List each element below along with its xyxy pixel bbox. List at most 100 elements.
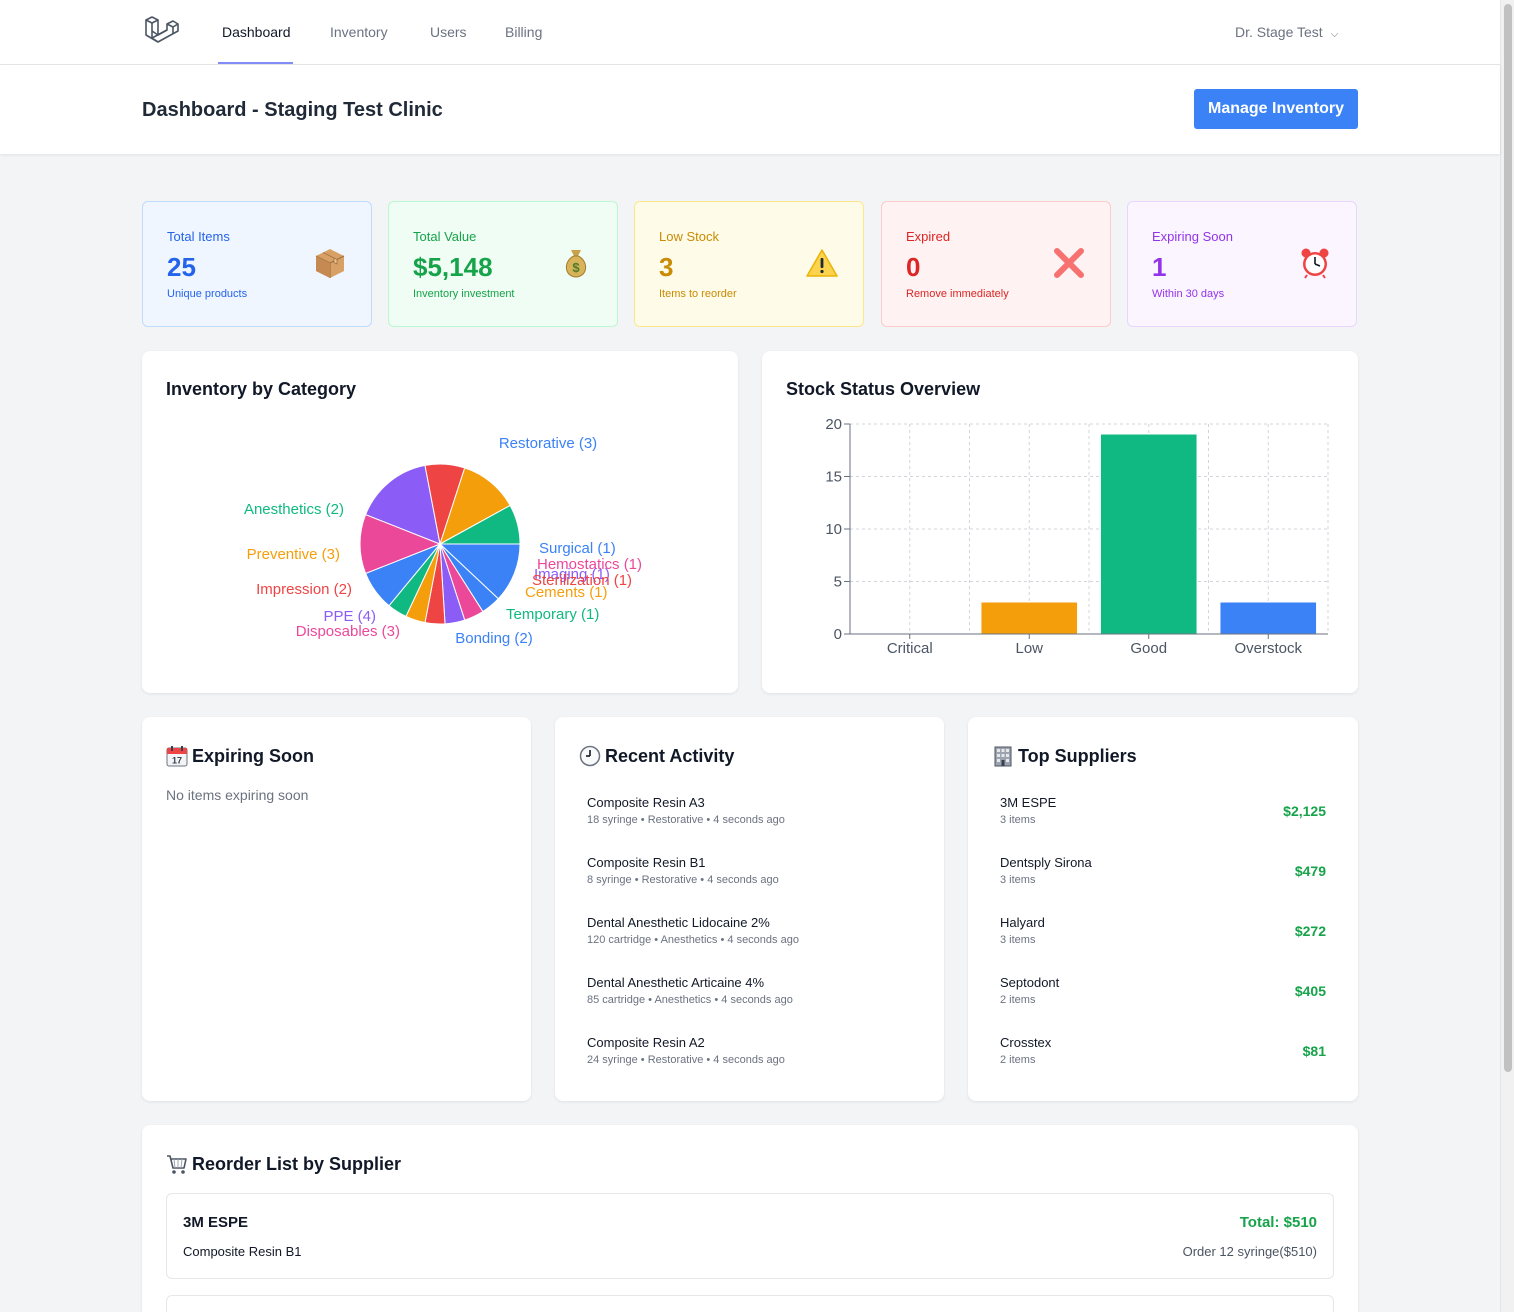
supplier-item-count: 2 items: [1000, 1054, 1036, 1066]
top-suppliers-panel: Top Suppliers 3M ESPE 3 items $2,125 Dentsp…: [968, 717, 1358, 1101]
user-menu[interactable]: Dr. Stage Test ⌵: [1235, 0, 1338, 64]
bar-good[interactable]: [1100, 434, 1197, 635]
page-header: Dashboard - Staging Test Clinic Manage I…: [0, 65, 1500, 154]
supplier-item: 3M ESPE 3 items: [1000, 795, 1056, 826]
stat-subtext: Items to reorder: [659, 288, 737, 300]
reorder-group: 3M ESPE Total: $510 Composite Resin B1 O…: [166, 1193, 1334, 1279]
supplier-item: Halyard 3 items: [1000, 915, 1045, 946]
stat-label: Expired: [906, 229, 951, 244]
bar-low[interactable]: [981, 602, 1078, 635]
top-navigation: Dashboard Inventory Users Billing Dr. St…: [0, 0, 1500, 65]
chevron-down-icon: ⌵: [1330, 29, 1339, 40]
cross-mark-icon: [1052, 246, 1086, 280]
y-tick-label: 0: [834, 626, 842, 643]
stat-value: 25: [167, 252, 196, 282]
scrollbar-thumb[interactable]: [1504, 4, 1512, 1072]
reorder-title: Reorder List by Supplier: [192, 1153, 402, 1174]
category-pie-chart: Restorative (3) Surgical (1)Hemostatics (…: [244, 435, 642, 647]
svg-text:$: $: [572, 260, 580, 275]
shopping-cart-icon: [167, 1155, 187, 1174]
bar-overstock[interactable]: [1220, 602, 1317, 635]
supplier-item-count: 2 items: [1000, 994, 1036, 1006]
empty-state-text: No items expiring soon: [166, 787, 309, 803]
pie-slice-label: Cements (1): [525, 584, 608, 601]
stat-card-expired: Expired 0 Remove immediately: [881, 201, 1111, 327]
nav-active-indicator: [218, 62, 293, 64]
reorder-group: [166, 1295, 1334, 1312]
reorder-supplier-name: 3M ESPE: [183, 1214, 249, 1231]
activity-item-meta: 18 syringe • Restorative • 4 seconds ago: [587, 814, 785, 826]
stat-card-expiring-soon: Expiring Soon 1 Within 30 days: [1127, 201, 1357, 327]
supplier-amount: $272: [1294, 923, 1326, 939]
supplier-name: Septodont: [1000, 975, 1060, 990]
inventory-by-category-panel: Inventory by Category Restorative (3) Sur…: [142, 351, 738, 693]
activity-item-name: Dental Anesthetic Articaine 4%: [587, 975, 765, 990]
activity-title: Recent Activity: [605, 745, 735, 766]
supplier-name: Dentsply Sirona: [1000, 855, 1092, 870]
activity-item-meta: 120 cartridge • Anesthetics • 4 seconds …: [587, 934, 799, 946]
pie-slice-label: Anesthetics (2): [244, 501, 344, 518]
stat-value: $5,148: [413, 252, 493, 282]
stat-value: 3: [659, 252, 674, 282]
nav-billing[interactable]: Billing: [505, 24, 543, 40]
laravel-logo-icon[interactable]: [143, 14, 179, 50]
stat-value: 1: [1152, 252, 1167, 282]
pie-slice-label: Impression (2): [256, 581, 352, 598]
stat-card-total-items: Total Items 25 Unique products: [142, 201, 372, 327]
pie-slice[interactable]: [438, 543, 521, 600]
pie-slice-label: Surgical (1): [539, 540, 616, 557]
activity-item: Dental Anesthetic Lidocaine 2% 120 cartri…: [587, 915, 799, 946]
panel-title: Inventory by Category: [166, 379, 357, 399]
x-tick-label: Low: [1015, 640, 1043, 657]
supplier-item: Crosstex 2 items: [1000, 1035, 1051, 1066]
nav-users[interactable]: Users: [430, 24, 467, 40]
supplier-amount: $81: [1302, 1043, 1326, 1059]
activity-item: Composite Resin B1 8 syringe • Restorativ…: [587, 855, 779, 886]
pie-slice-label: Bonding (2): [455, 630, 533, 647]
activity-item-meta: 85 cartridge • Anesthetics • 4 seconds a…: [587, 994, 793, 1006]
activity-item: Dental Anesthetic Articaine 4% 85 cartrid…: [587, 975, 793, 1006]
pie-slice-label: Temporary (1): [506, 606, 599, 623]
pie-slice-label: Imaging (1): [534, 566, 610, 583]
supplier-amount: $2,125: [1283, 803, 1326, 819]
x-tick-label: Critical: [887, 640, 933, 657]
stat-label: Total Items: [167, 229, 230, 244]
panel-title: Top Suppliers: [992, 745, 1137, 767]
supplier-name: Halyard: [1000, 915, 1045, 930]
pie-slice[interactable]: [364, 464, 441, 545]
reorder-item-name: Composite Resin B1: [183, 1244, 302, 1259]
stock-status-panel: Stock Status Overview 0 5 10 15 20 Critical Lo…: [762, 351, 1358, 693]
activity-item-name: Composite Resin B1: [587, 855, 706, 870]
supplier-item: Dentsply Sirona 3 items: [1000, 855, 1092, 886]
pie-slice[interactable]: [439, 467, 511, 546]
page-scrollbar[interactable]: [1500, 0, 1514, 1312]
pie-slice-label: Hemostatics (1): [537, 556, 642, 573]
money-bag-icon: $: [559, 246, 593, 280]
expiring-title: Expiring Soon: [192, 745, 315, 766]
user-name: Dr. Stage Test: [1235, 24, 1323, 40]
reorder-total: Total: $510: [1239, 1214, 1317, 1231]
nav-inventory[interactable]: Inventory: [330, 24, 388, 40]
activity-item-name: Dental Anesthetic Lidocaine 2%: [587, 915, 770, 930]
nav-dashboard[interactable]: Dashboard: [222, 24, 291, 40]
panel-title: Recent Activity: [579, 745, 734, 767]
pie-slice[interactable]: [359, 513, 442, 575]
pie-slice-label: PPE (4): [323, 608, 376, 625]
stat-card-low-stock: Low Stock 3 Items to reorder: [634, 201, 864, 327]
y-tick-label: 15: [825, 469, 842, 486]
stock-status-bar-chart: 0 5 10 15 20 Critical Low Good Overstock: [825, 416, 1329, 657]
activity-item: Composite Resin A2 24 syringe • Restorati…: [587, 1035, 785, 1066]
panel-title: 17 Expiring Soon: [166, 745, 314, 767]
pie-slice-label: Sterilization (1): [532, 572, 632, 589]
stat-label: Low Stock: [659, 229, 719, 244]
stat-value: 0: [906, 252, 921, 282]
pie-slice[interactable]: [439, 504, 521, 545]
calendar-icon: 17: [166, 746, 188, 767]
manage-inventory-button[interactable]: Manage Inventory: [1194, 89, 1358, 129]
supplier-item: Septodont 2 items: [1000, 975, 1059, 1006]
supplier-item-count: 3 items: [1000, 874, 1036, 886]
activity-item-name: Composite Resin A3: [587, 795, 705, 810]
activity-item-meta: 24 syringe • Restorative • 4 seconds ago: [587, 1054, 785, 1066]
pie-slice-label: Disposables (3): [296, 623, 400, 640]
activity-item-name: Composite Resin A2: [587, 1035, 705, 1050]
